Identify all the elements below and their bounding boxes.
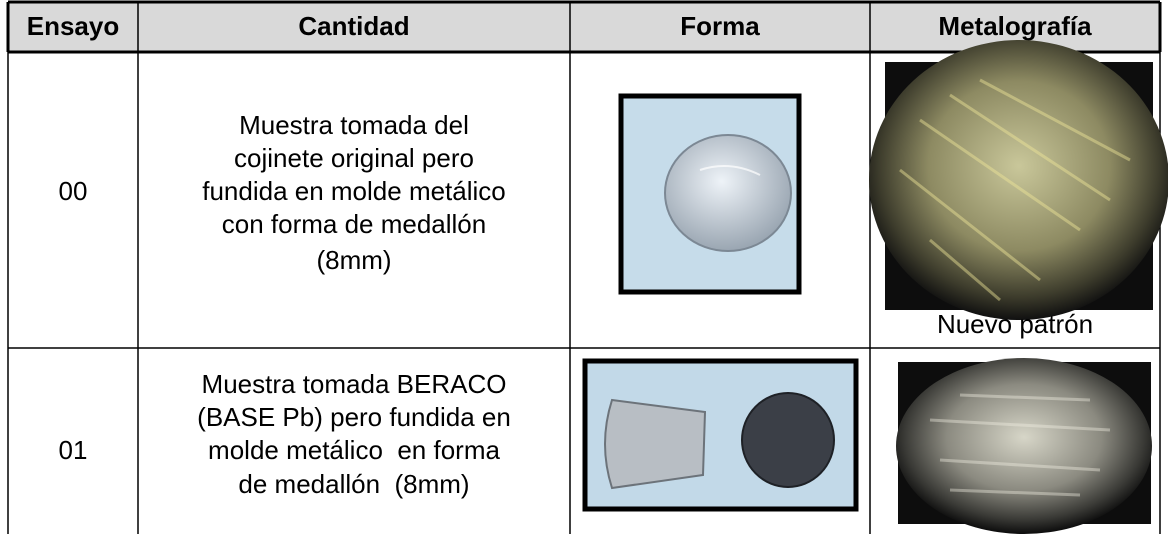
cantidad-line: fundida en molde metálico [202,176,506,206]
metalografia-photo [869,40,1168,320]
cantidad-line: Muestra tomada del [239,110,469,140]
cantidad-line: con forma de medallón [222,209,486,239]
cantidad-line: Muestra tomada BERACO [202,369,507,399]
cantidad-line: molde metálico en forma [208,435,500,465]
header-bg [8,2,1160,52]
ensayo-cell: 01 [59,435,88,465]
header-cell: Cantidad [298,11,409,41]
header-cell: Metalografía [938,11,1092,41]
header-cell: Ensayo [27,11,120,41]
cantidad-line: (8mm) [316,245,391,275]
cantidad-line: (BASE Pb) pero fundida en [197,402,511,432]
forma-photo [582,358,859,512]
cantidad-line: cojinete original pero [234,143,474,173]
header-cell: Forma [680,11,760,41]
ensayo-cell: 00 [59,176,88,206]
caption: Nuevo patrón [937,309,1093,339]
metalografia-photo [896,358,1152,534]
table-grid [6,0,1162,534]
forma-photo [618,93,802,295]
cantidad-line: de medallón (8mm) [238,469,469,499]
